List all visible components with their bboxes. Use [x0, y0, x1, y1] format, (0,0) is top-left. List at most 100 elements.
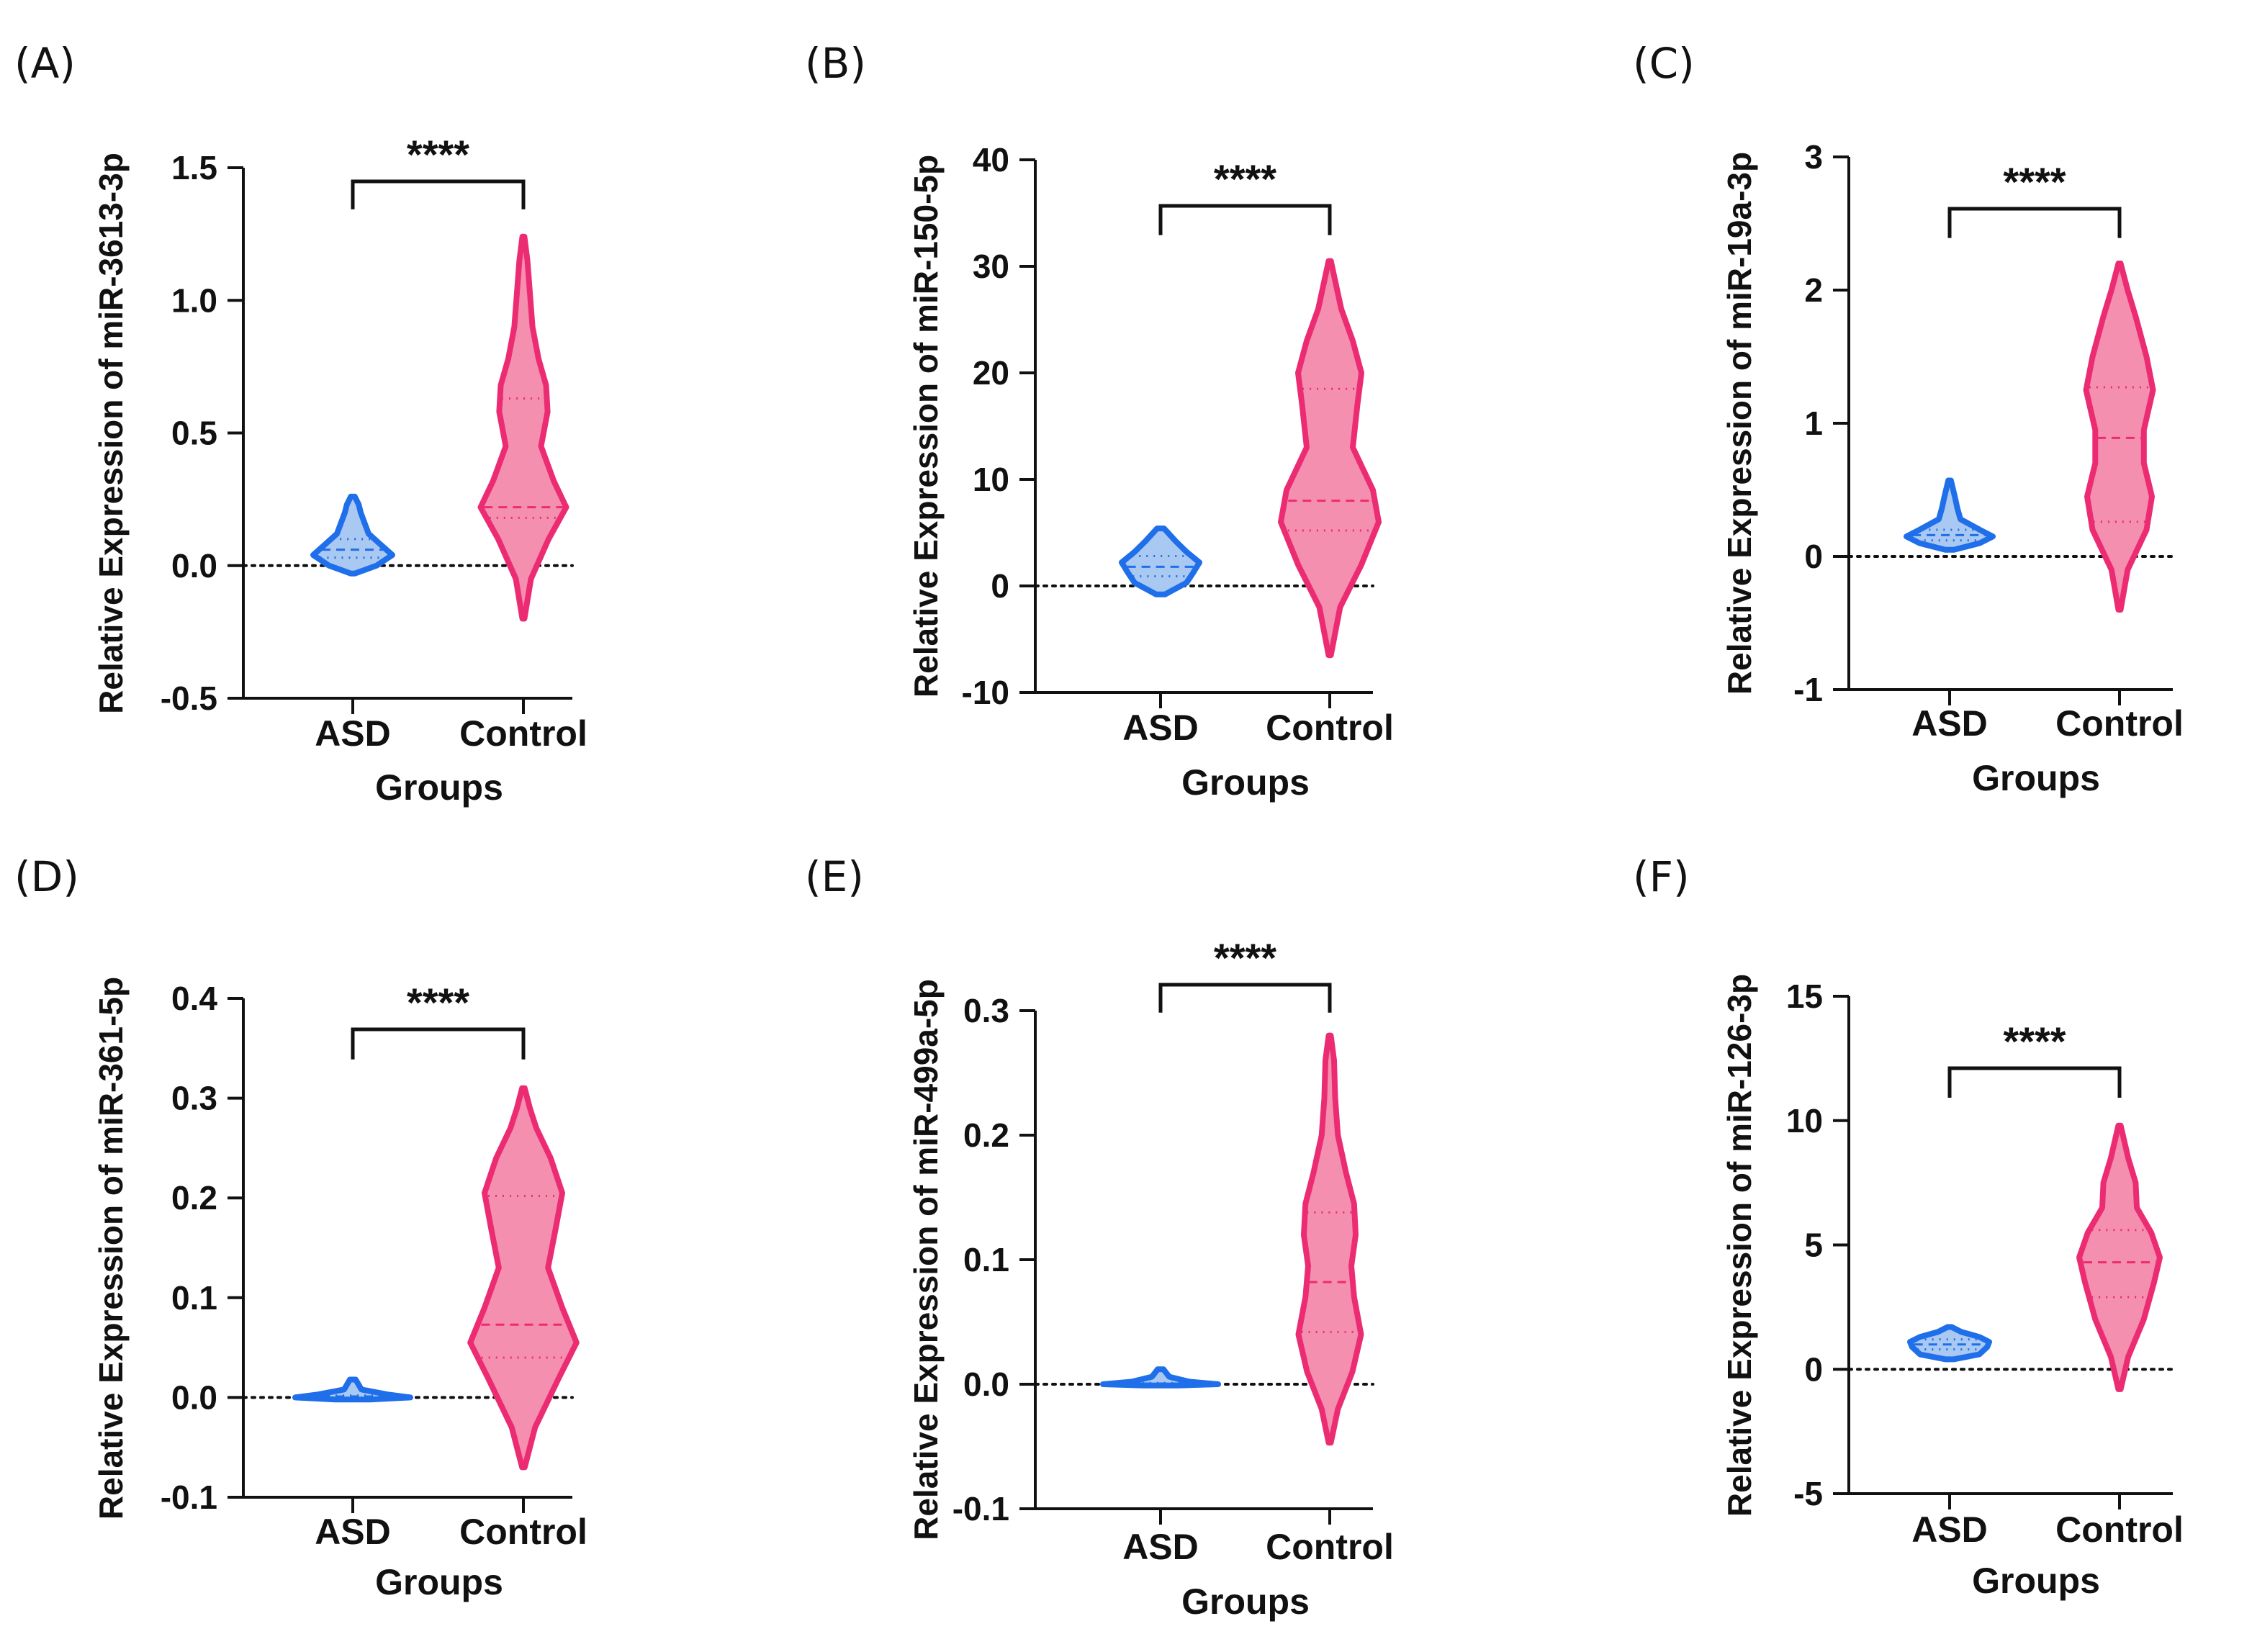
- significance-bracket: [1158, 204, 1332, 235]
- significance-stars: ****: [2003, 159, 2066, 204]
- x-category-label: ASD: [315, 1512, 391, 1552]
- violin-body: [1278, 258, 1382, 659]
- significance-stars: ****: [1214, 156, 1276, 202]
- x-axis-title: Groups: [375, 1562, 503, 1602]
- x-axis-title: Groups: [1181, 762, 1310, 803]
- y-tick-label: 1: [1804, 405, 1823, 442]
- y-tick-label: 0.0: [171, 1378, 217, 1416]
- y-tick-label: 40: [973, 141, 1009, 179]
- x-category-label: Control: [459, 1512, 587, 1552]
- violin-body: [1907, 1324, 1992, 1363]
- violin-asd: [1100, 1366, 1221, 1389]
- x-category-label: ASD: [1122, 708, 1199, 748]
- y-tick-label: 10: [1786, 1102, 1823, 1139]
- panel-label: (D): [14, 852, 79, 901]
- x-category-label: Control: [1266, 708, 1394, 748]
- y-axis-title: Relative Expression of miR-19a-3p: [1721, 152, 1758, 695]
- violin-control: [1278, 258, 1382, 659]
- violin-control: [1295, 1032, 1364, 1446]
- y-tick-label: 0.1: [171, 1279, 217, 1317]
- violin-body: [1119, 525, 1202, 597]
- x-category-label: ASD: [1122, 1527, 1199, 1567]
- panel-a: (A) -0.5 0.0 0.5 1.0 1.5 ASD Control Groups Relat…: [14, 39, 587, 808]
- y-tick-label: -10: [962, 674, 1009, 711]
- y-tick-label: 0.5: [171, 415, 217, 452]
- significance-bracket: [351, 1027, 526, 1060]
- panel-f: (F) -5 0 5 10 15 ASD Control Groups Relative Expr…: [1633, 852, 2184, 1601]
- y-axis-title: Relative Expression of miR-150-5p: [907, 155, 945, 698]
- violin-body: [1295, 1032, 1364, 1446]
- y-tick-label: 0.2: [171, 1179, 217, 1217]
- x-axis-title: Groups: [1181, 1581, 1310, 1622]
- y-tick-label: 3: [1804, 138, 1823, 176]
- x-category-label: Control: [459, 713, 587, 754]
- y-tick-label: 0.3: [963, 992, 1009, 1029]
- panel-label: (B): [805, 39, 866, 88]
- y-tick-label: 0.1: [963, 1241, 1009, 1278]
- y-tick-label: 20: [973, 354, 1009, 392]
- significance-bracket: [1947, 1066, 2122, 1098]
- y-tick-label: -5: [1793, 1475, 1823, 1512]
- panel-label: (E): [805, 852, 864, 901]
- y-axis-title: Relative Expression of miR-499a-5p: [907, 979, 945, 1540]
- violin-body: [467, 1085, 580, 1471]
- y-tick-label: -0.1: [952, 1490, 1009, 1527]
- y-tick-label: 2: [1804, 271, 1823, 309]
- y-axis-title: Relative Expression of miR-126-3p: [1721, 974, 1758, 1517]
- violin-asd: [1119, 525, 1202, 597]
- violin-control: [467, 1085, 580, 1471]
- y-tick-label: -0.1: [161, 1479, 217, 1516]
- y-tick-label: 1.0: [171, 281, 217, 319]
- y-tick-label: 0.0: [963, 1366, 1009, 1403]
- violin-body: [477, 233, 569, 622]
- y-tick-label: -1: [1793, 671, 1823, 708]
- violin-asd: [1907, 1324, 1992, 1363]
- violin-asd: [292, 1376, 413, 1403]
- violin-asd: [310, 493, 395, 577]
- y-tick-label: 1.5: [171, 149, 217, 186]
- y-tick-label: 0: [1804, 1350, 1823, 1388]
- violin-asd: [1904, 477, 1996, 553]
- y-tick-label: 15: [1786, 978, 1823, 1015]
- x-category-label: ASD: [1911, 703, 1988, 744]
- significance-bracket: [1158, 983, 1332, 1013]
- y-tick-label: 0: [991, 567, 1009, 605]
- y-tick-label: 0.3: [171, 1080, 217, 1117]
- violin-control: [2076, 1122, 2163, 1392]
- violin-body: [2076, 1122, 2163, 1392]
- x-category-label: Control: [1266, 1527, 1394, 1567]
- x-axis-title: Groups: [375, 767, 503, 808]
- significance-stars: ****: [2003, 1019, 2066, 1064]
- y-tick-label: 0.0: [171, 547, 217, 584]
- x-category-label: ASD: [1911, 1509, 1988, 1550]
- violin-body: [2083, 261, 2156, 613]
- significance-bracket: [351, 179, 526, 209]
- violin-control: [477, 233, 569, 622]
- y-tick-label: 5: [1804, 1227, 1823, 1264]
- panel-c: (C) -1 0 1 2 3 ASD Control Groups Relative Expres…: [1633, 39, 2184, 798]
- y-tick-label: 10: [973, 461, 1009, 498]
- violin-body: [310, 493, 395, 577]
- x-axis-title: Groups: [1972, 758, 2100, 798]
- significance-stars: ****: [407, 132, 469, 177]
- y-tick-label: 0.4: [171, 980, 217, 1017]
- significance-stars: ****: [1214, 935, 1276, 980]
- x-axis-title: Groups: [1972, 1561, 2100, 1601]
- y-axis-title: Relative Expression of miR-3613-3p: [92, 153, 130, 714]
- x-category-label: Control: [2055, 1509, 2184, 1550]
- significance-bracket: [1947, 207, 2122, 238]
- violin-body: [1100, 1366, 1221, 1389]
- panel-label: (A): [14, 39, 76, 88]
- panel-d: (D) -0.1 0.0 0.1 0.2 0.3 0.4 ASD Control Groups Re…: [14, 852, 587, 1602]
- y-tick-label: 0.2: [963, 1116, 1009, 1154]
- panel-b: (B) -10 0 10 20 30 40 ASD Control Groups Relative …: [805, 39, 1394, 803]
- significance-stars: ****: [407, 980, 469, 1025]
- panel-e: (E) -0.1 0.0 0.1 0.2 0.3 ASD Control Groups Relat…: [805, 852, 1394, 1622]
- y-axis-title: Relative Expression of miR-361-5p: [92, 977, 130, 1520]
- y-tick-label: 30: [973, 248, 1009, 285]
- x-category-label: ASD: [315, 713, 391, 754]
- violin-body: [1904, 477, 1996, 553]
- violin-control: [2083, 261, 2156, 613]
- panel-label: (C): [1633, 39, 1695, 88]
